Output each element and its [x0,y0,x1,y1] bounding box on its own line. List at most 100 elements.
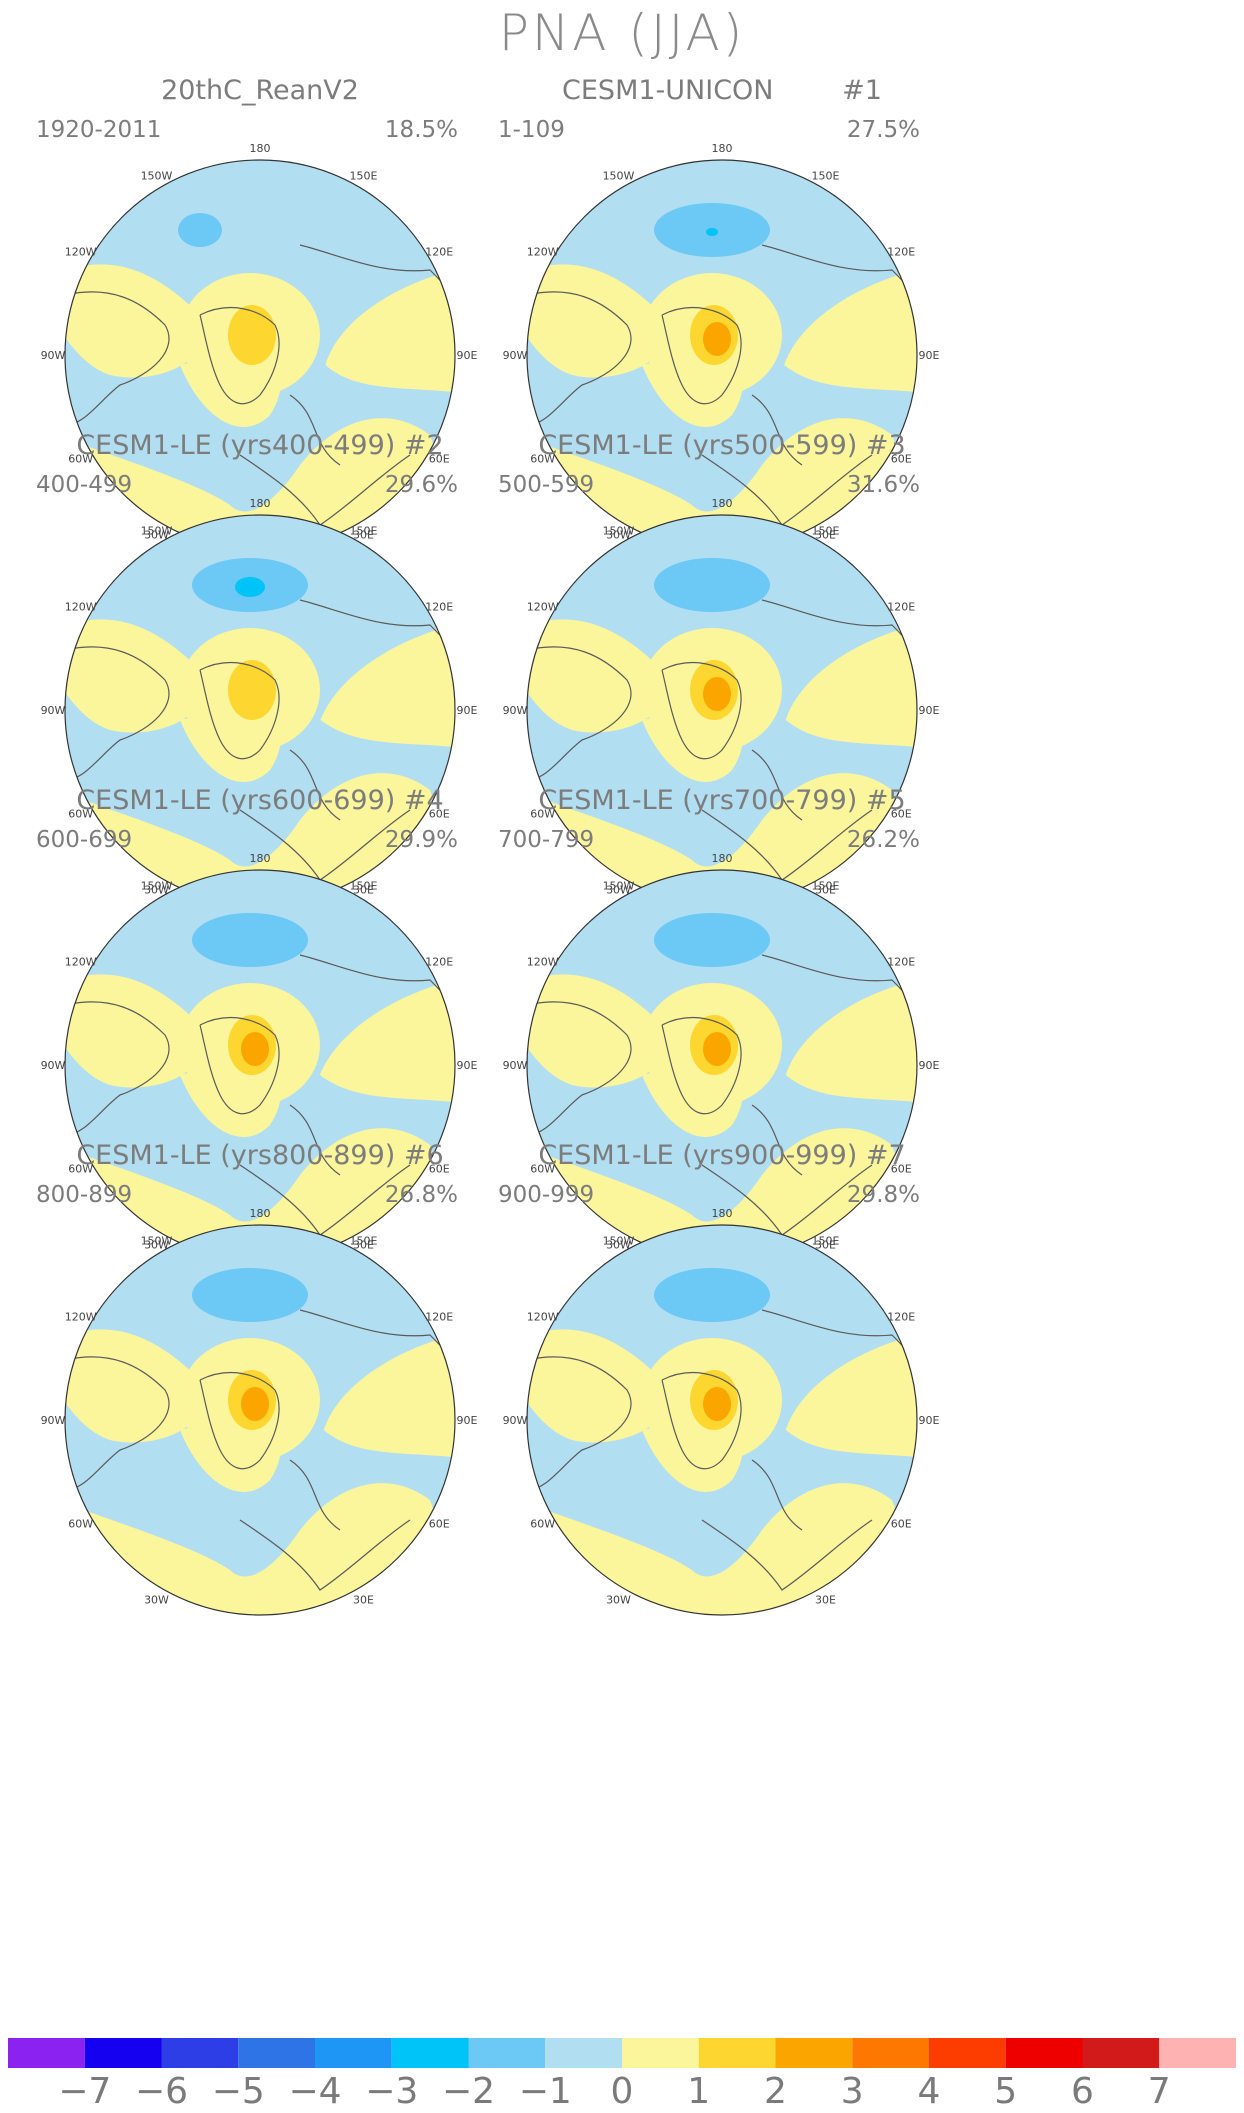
lon-label: 30W [606,883,631,896]
lon-label: 60W [68,808,93,821]
lon-label: 60W [68,1518,93,1531]
panel-percent: 31.6% [846,472,920,498]
lon-label: 120W [65,956,97,969]
lon-label: 120W [527,1311,559,1324]
lon-label: 120W [527,956,559,969]
lon-label: 30E [815,528,836,541]
lon-label: 150W [603,880,635,893]
lon-label: 60E [429,1518,450,1531]
map-panel: 180150E120E90E60E30E030W60W90W120W150WCE… [482,75,962,551]
lon-label: 90W [503,349,528,362]
colorbar-swatch [1082,2038,1160,2068]
lon-label: 90W [41,1059,66,1072]
colorbar-swatch [545,2038,622,2068]
lon-label: 60W [530,453,555,466]
lon-label: 120E [425,1311,453,1324]
colorbar-swatch [698,2038,776,2068]
lon-label: 120E [425,246,453,259]
panel-percent: 26.2% [846,827,920,853]
lon-label: 60W [530,1518,555,1531]
polar-map: 180150E120E90E60E30E030W60W90W120W150W [41,852,478,1261]
lon-label: 60E [429,453,450,466]
map-panel: 180150E120E90E60E30E030W60W90W120W150WCE… [20,785,500,1261]
colorbar-swatch [315,2038,392,2068]
lon-label: 30W [606,528,631,541]
lon-label: 150W [141,525,173,538]
lon-label: 60W [68,453,93,466]
panel-years: 1-109 [498,117,565,143]
panel-title: CESM1-LE (yrs400-499) #2 [76,430,444,461]
panel-years: 1920-2011 [36,117,162,143]
lon-label: 30W [144,528,169,541]
lon-label: 180 [712,1207,733,1220]
panel-title: 20thC_ReanV2 [161,75,359,106]
figure-title: PNA (JJA) [498,4,746,62]
colorbar-swatch [84,2038,162,2068]
lon-label: 90E [919,1414,940,1427]
colorbar-tick-label: 6 [1071,2071,1094,2112]
lon-label: 90W [41,704,66,717]
lon-label: 90W [41,349,66,362]
panel-percent: 29.6% [384,472,458,498]
panel-years: 600-699 [36,827,133,853]
colorbar-tick-label: 7 [1147,2071,1171,2112]
panel-years: 700-799 [498,827,595,853]
lon-label: 180 [250,497,271,510]
lon-label: 150W [141,1235,173,1248]
panel-percent: 27.5% [846,117,920,143]
lon-label: 150E [812,1235,840,1248]
colorbar-swatch [852,2038,929,2068]
lon-label: 120E [887,1311,915,1324]
colorbar-tick-label: −3 [365,2071,419,2112]
lon-label: 60E [891,453,912,466]
lon-label: 150E [812,525,840,538]
colorbar-tick-label: −6 [134,2071,189,2112]
lon-label: 120W [65,246,97,259]
panel-years: 400-499 [36,472,133,498]
lon-label: 150E [812,880,840,893]
map-boundary [526,1224,918,1616]
lon-label: 90E [919,1059,940,1072]
panel-title: CESM1-LE (yrs600-699) #4 [76,785,444,816]
map-panel: 180150E120E90E60E30E030W60W90W120W150WCE… [482,1140,962,1616]
colorbar-swatch [929,2038,1006,2068]
panel-years: 800-899 [36,1182,133,1208]
lon-label: 120W [65,601,97,614]
colorbar-tick-label: −4 [288,2071,342,2112]
lon-label: 90W [503,1059,528,1072]
panel-percent: 18.5% [384,117,458,143]
polar-map: 180150E120E90E60E30E030W60W90W120W150W [503,852,940,1261]
lon-label: 30W [606,1593,631,1606]
lon-label: 150W [603,1235,635,1248]
lon-label: 30E [353,883,374,896]
lon-label: 150W [603,525,635,538]
lon-label: 120E [887,956,915,969]
lon-label: 60E [891,808,912,821]
polar-map: 180150E120E90E60E30E030W60W90W120W150W [41,142,478,551]
lon-label: 120E [887,246,915,259]
panel-percent: 29.8% [846,1182,920,1208]
map-panel: 180150E120E90E60E30E030W60W90W120W150WCE… [20,1140,500,1616]
lon-label: 180 [712,142,733,155]
lon-label: 30W [144,883,169,896]
polar-map: 180150E120E90E60E30E030W60W90W120W150W [503,142,940,551]
lon-label: 60E [891,1163,912,1176]
lon-label: 90E [457,1059,478,1072]
lon-label: 30W [606,1238,631,1251]
lon-label: 120W [527,246,559,259]
colorbar [8,2038,1236,2068]
lon-label: 150W [141,880,173,893]
lon-label: 90E [457,1414,478,1427]
colorbar-swatch [8,2038,85,2068]
lon-label: 90E [919,704,940,717]
lon-label: 150E [350,1235,378,1248]
panel-percent: 29.9% [384,827,458,853]
polar-map: 180150E120E90E60E30E030W60W90W120W150W [503,497,940,906]
panel-years: 900-999 [498,1182,595,1208]
polar-map: 180150E120E90E60E30E030W60W90W120W150W [503,1207,940,1616]
lon-label: 180 [712,852,733,865]
lon-label: 90W [503,1414,528,1427]
map-boundary [64,1224,456,1616]
lon-label: 150E [350,880,378,893]
colorbar-tick-label: 5 [994,2071,1018,2112]
